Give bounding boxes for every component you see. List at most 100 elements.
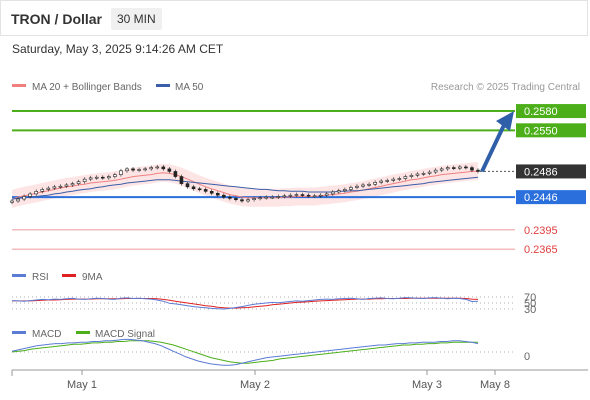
candle-body [421,173,426,175]
candle-body [246,199,250,202]
candle-body [427,171,432,174]
candle-body [28,193,32,197]
candle-body [379,180,383,183]
candle-body [191,186,196,190]
candle-body [264,196,268,199]
forecast-arrow-shaft [480,124,506,173]
candle-body [76,181,81,184]
rsi-ma-legend-swatch [62,274,76,277]
ma50-legend-label: MA 50 [175,82,204,93]
level-label-0-2550: 0.2550 [524,125,558,137]
forecast-arrow-head [496,111,514,132]
macd-signal-legend-swatch [76,331,90,334]
level-tag-0-2580 [516,104,586,119]
candle-body [324,193,329,196]
candle-body [276,196,281,198]
candle-body [228,196,232,199]
candle-body [197,188,202,191]
time-tick-label: May 2 [240,379,270,391]
candle-body [318,194,323,197]
candle-body [119,170,123,175]
candle-body [270,196,275,199]
candle-body [240,199,244,202]
level-label-0-2365: 0.2365 [524,244,558,256]
candle-body [361,184,365,187]
candle-body [16,198,20,202]
price-levels: 0.2580 0.2550 0.2486 0.2446 0.2395 0.2365 [12,104,586,256]
candle-body [433,169,438,173]
macd-legend-swatch [12,331,26,334]
candle-body [312,195,317,198]
candle-body [82,178,87,183]
rsi-tick-50: 50 [524,298,536,310]
rsi-legend-label: RSI [32,272,49,283]
candle-body [391,178,396,181]
time-tick-label: May 3 [412,379,442,391]
candle-body [215,192,220,196]
candle-body [397,178,402,180]
candle-body [234,198,238,200]
macd-panel: 0 [11,338,530,366]
candle-body [343,189,347,192]
level-tag-0-2486 [516,164,586,179]
level-tag-0-2446 [516,190,586,205]
candle-body [107,176,111,179]
candle-body [34,191,39,195]
candle-body [439,168,444,171]
level-label-0-2395: 0.2395 [524,225,558,237]
candle-body [143,168,147,171]
candle-body [294,194,299,196]
candle-body [137,169,141,171]
timeframe-badge[interactable]: 30 MIN [111,8,162,30]
candle-body [10,200,14,203]
candle-body [185,183,190,188]
candle-body [149,167,153,170]
candle-body [349,187,353,190]
candle-body [337,190,341,193]
candle-body [373,182,377,185]
candle-body [58,185,63,188]
candle-body [451,167,456,169]
chart-datetime: Saturday, May 3, 2025 9:14:26 AM CET [12,42,224,56]
ma20-legend-swatch [12,84,26,87]
macd-signal-legend-label: MACD Signal [95,329,155,340]
candle-body [330,191,335,195]
forecast-arrow [480,111,514,173]
macd-signal-line [11,340,478,364]
time-tick-label: May 8 [480,379,510,391]
candle-body [415,173,420,176]
candle-body [476,169,480,172]
level-label-0-2486: 0.2486 [524,166,558,178]
candle-body [409,174,414,177]
candle-body [282,195,287,198]
candle-body [222,194,226,198]
candle-body [355,185,359,188]
candle-body [367,183,371,186]
candle-body [161,166,166,170]
candle-body [88,177,93,180]
macd-line [11,338,479,366]
candles [10,165,480,205]
candle-body [46,187,51,190]
rsi-legend-swatch [12,274,26,277]
candle-body [470,167,474,171]
macd-tick-0: 0 [524,351,530,363]
candle-body [125,168,129,172]
chart-header: TRON / Dollar 30 MIN [0,0,588,36]
candle-body [173,171,178,177]
candle-body [70,183,75,186]
credit-text: Research © 2025 Trading Central [431,82,580,93]
candle-body [458,166,462,169]
candle-body [203,189,208,192]
candle-body [155,166,160,169]
rsi-ma-legend-label: 9MA [82,272,103,283]
candle-body [167,168,172,172]
candle-body [94,176,99,179]
candle-body [258,197,262,200]
candle-body [300,194,305,196]
candle-body [306,194,311,197]
candle-body [100,176,105,179]
ma20-legend-label: MA 20 + Bollinger Bands [32,82,142,93]
